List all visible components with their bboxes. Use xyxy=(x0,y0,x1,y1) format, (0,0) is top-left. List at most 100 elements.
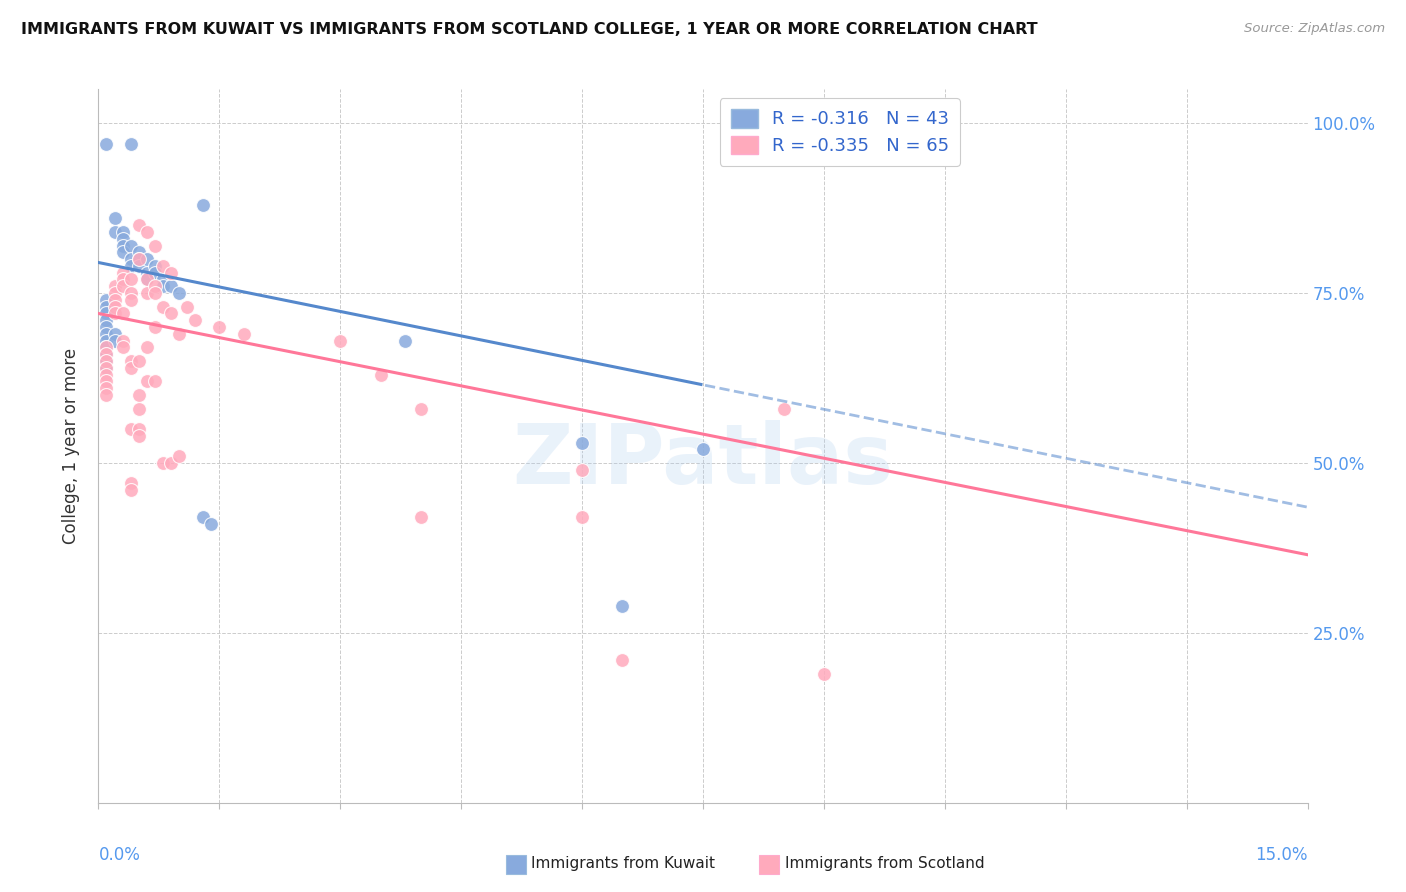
Point xyxy=(176,300,198,314)
Point xyxy=(111,279,134,293)
Point xyxy=(612,599,634,613)
Point xyxy=(135,225,157,239)
Point xyxy=(394,334,416,348)
Point xyxy=(96,320,118,334)
Point xyxy=(120,360,142,375)
Point xyxy=(143,320,166,334)
Point xyxy=(152,272,174,286)
Point xyxy=(571,435,593,450)
Point xyxy=(111,266,134,280)
Point xyxy=(103,326,125,341)
Point xyxy=(160,279,183,293)
Point xyxy=(103,279,125,293)
Point xyxy=(135,286,157,301)
Point xyxy=(111,225,134,239)
Point xyxy=(103,225,125,239)
Point xyxy=(208,320,231,334)
Point xyxy=(96,313,118,327)
Point xyxy=(103,334,125,348)
Text: 0.0%: 0.0% xyxy=(98,846,141,863)
Point xyxy=(135,375,157,389)
Point xyxy=(111,334,134,348)
Point xyxy=(571,510,593,524)
Point xyxy=(167,326,190,341)
Point xyxy=(692,442,714,457)
Point xyxy=(96,347,118,361)
Point xyxy=(128,245,150,260)
Point xyxy=(96,136,118,151)
Point xyxy=(96,293,118,307)
Point xyxy=(571,463,593,477)
Point xyxy=(96,375,118,389)
Text: 15.0%: 15.0% xyxy=(1256,846,1308,863)
Point xyxy=(232,326,254,341)
Point xyxy=(128,252,150,266)
Point xyxy=(143,279,166,293)
Point xyxy=(370,368,392,382)
Point xyxy=(143,238,166,252)
Point xyxy=(111,232,134,246)
Point xyxy=(135,272,157,286)
Point xyxy=(128,422,150,436)
Point xyxy=(96,354,118,368)
Point xyxy=(96,354,118,368)
Point xyxy=(120,293,142,307)
Point xyxy=(193,510,215,524)
Point xyxy=(167,286,190,301)
Point xyxy=(329,334,352,348)
Point xyxy=(111,341,134,355)
Point xyxy=(152,279,174,293)
Point xyxy=(96,360,118,375)
Point xyxy=(128,429,150,443)
Point xyxy=(103,286,125,301)
Point xyxy=(120,286,142,301)
Text: Immigrants from Kuwait: Immigrants from Kuwait xyxy=(531,856,716,871)
Point xyxy=(160,306,183,320)
Point xyxy=(167,449,190,463)
Point xyxy=(409,401,432,416)
Point xyxy=(96,347,118,361)
Point xyxy=(96,326,118,341)
Point xyxy=(152,259,174,273)
Point xyxy=(152,456,174,470)
Point xyxy=(120,252,142,266)
Point xyxy=(96,341,118,355)
Point xyxy=(111,238,134,252)
Point xyxy=(103,300,125,314)
Point xyxy=(120,259,142,273)
Point xyxy=(120,476,142,491)
Text: Immigrants from Scotland: Immigrants from Scotland xyxy=(785,856,984,871)
Point xyxy=(96,368,118,382)
Point xyxy=(143,266,166,280)
Point xyxy=(120,272,142,286)
Point xyxy=(96,388,118,402)
Point xyxy=(184,313,207,327)
Point xyxy=(128,252,150,266)
Point xyxy=(128,218,150,232)
Point xyxy=(128,354,150,368)
Point xyxy=(128,388,150,402)
Point xyxy=(96,341,118,355)
Point xyxy=(135,272,157,286)
Point xyxy=(120,238,142,252)
Point xyxy=(103,211,125,226)
Point xyxy=(409,510,432,524)
Point xyxy=(96,300,118,314)
Point xyxy=(135,266,157,280)
Point xyxy=(193,198,215,212)
Point xyxy=(143,259,166,273)
Point xyxy=(160,456,183,470)
Point xyxy=(120,422,142,436)
Text: IMMIGRANTS FROM KUWAIT VS IMMIGRANTS FROM SCOTLAND COLLEGE, 1 YEAR OR MORE CORRE: IMMIGRANTS FROM KUWAIT VS IMMIGRANTS FRO… xyxy=(21,22,1038,37)
Text: ZIPatlas: ZIPatlas xyxy=(513,420,893,500)
Point xyxy=(120,354,142,368)
Legend: R = -0.316   N = 43, R = -0.335   N = 65: R = -0.316 N = 43, R = -0.335 N = 65 xyxy=(720,98,960,166)
Point xyxy=(96,306,118,320)
Point xyxy=(111,272,134,286)
Point xyxy=(96,360,118,375)
Point xyxy=(120,483,142,498)
Point xyxy=(135,252,157,266)
Point xyxy=(111,245,134,260)
Text: Source: ZipAtlas.com: Source: ZipAtlas.com xyxy=(1244,22,1385,36)
Point xyxy=(103,293,125,307)
